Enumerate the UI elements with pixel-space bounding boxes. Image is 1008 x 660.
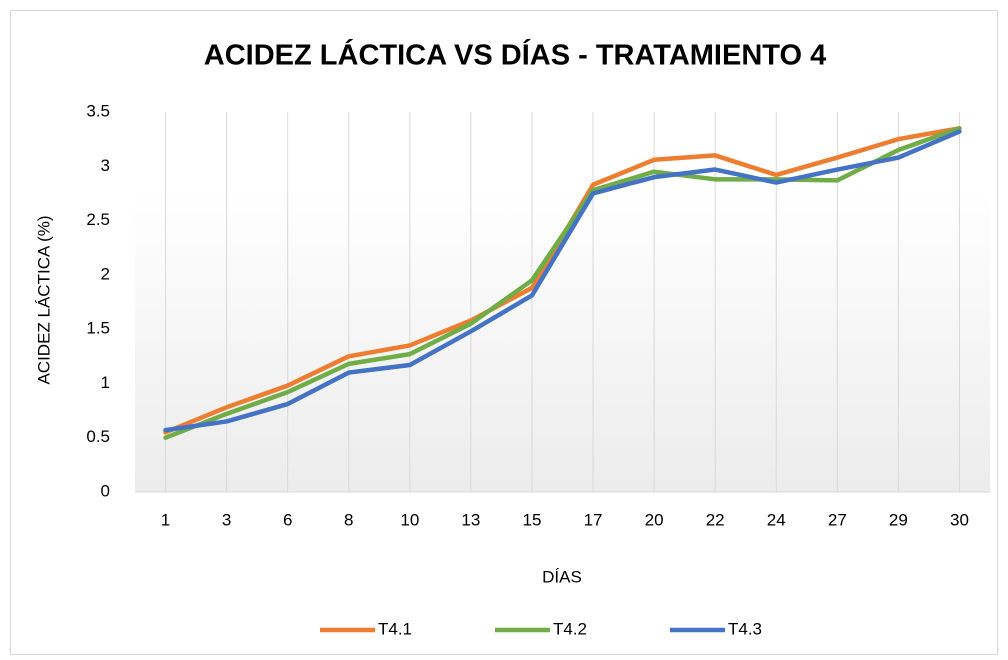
legend-label: T4.1 <box>378 619 412 638</box>
x-tick-label: 13 <box>461 510 480 529</box>
series-line <box>163 129 962 433</box>
y-tick-label: 3 <box>101 156 110 175</box>
legend-label: T4.2 <box>553 619 587 638</box>
x-axis-title: DÍAS <box>542 567 582 586</box>
y-axis-title: ACIDEZ LÁCTICA (%) <box>34 215 53 384</box>
y-tick-label: 0.5 <box>86 427 110 446</box>
y-tick-label: 2.5 <box>86 210 110 229</box>
y-tick-label: 2 <box>101 264 110 283</box>
x-tick-label: 17 <box>584 510 603 529</box>
series-line <box>163 126 962 440</box>
x-tick-label: 15 <box>523 510 542 529</box>
x-tick-label: 27 <box>828 510 847 529</box>
y-tick-label: 1 <box>101 373 110 392</box>
x-tick-label: 10 <box>400 510 419 529</box>
y-tick-label: 0 <box>101 481 110 500</box>
x-tick-label: 30 <box>950 510 969 529</box>
x-tick-label: 24 <box>767 510 786 529</box>
chart-title: ACIDEZ LÁCTICA VS DÍAS - TRATAMIENTO 4 <box>204 38 826 72</box>
legend-label: T4.3 <box>728 619 762 638</box>
x-tick-label: 20 <box>645 510 664 529</box>
x-tick-label: 6 <box>283 510 292 529</box>
x-tick-label: 29 <box>889 510 908 529</box>
x-tick-label: 22 <box>706 510 725 529</box>
x-tick-label: 3 <box>222 510 231 529</box>
x-tick-label: 8 <box>344 510 353 529</box>
x-tick-label: 1 <box>161 510 170 529</box>
y-tick-label: 1.5 <box>86 319 110 338</box>
y-tick-label: 3.5 <box>86 101 110 120</box>
